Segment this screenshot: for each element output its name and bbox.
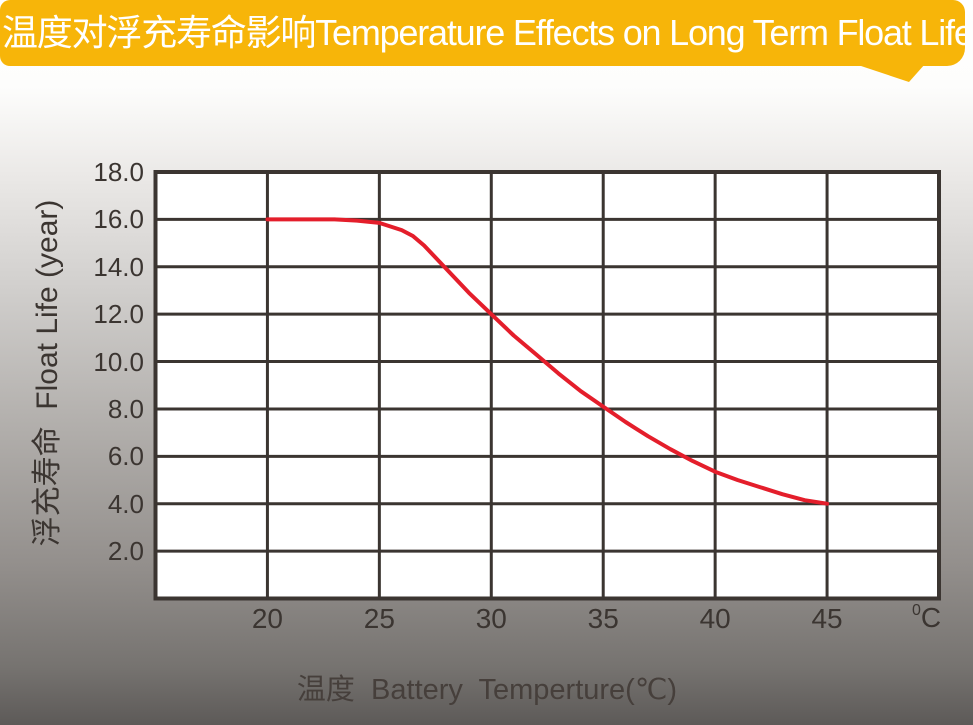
x-axis-unit-base: C: [920, 602, 942, 633]
x-axis-unit-sup: 0: [912, 602, 921, 619]
x-tick-label: 25: [363, 603, 395, 634]
title-banner: 温度对浮充寿命影响Temperature Effects on Long Ter…: [0, 0, 965, 66]
x-tick-label: 45: [811, 603, 843, 634]
y-tick-label: 2.0: [107, 536, 144, 567]
y-tick-label: 10.0: [93, 346, 144, 377]
y-tick-label: 6.0: [107, 441, 144, 472]
y-axis-title: 浮充寿命 Float Life (year): [31, 199, 64, 547]
y-tick-label: 8.0: [107, 393, 144, 424]
y-tick-label: 14.0: [93, 251, 144, 282]
y-tick-label: 4.0: [107, 488, 144, 519]
x-axis-title: 温度 Battery Temperture(℃): [296, 674, 678, 706]
x-tick-label: 40: [699, 603, 731, 634]
x-tick-label: 30: [475, 603, 507, 634]
x-tick-label: 20: [251, 603, 283, 634]
page-title: 温度对浮充寿命影响Temperature Effects on Long Ter…: [2, 12, 965, 53]
y-tick-label: 18.0: [93, 157, 144, 187]
plot-border: [153, 170, 941, 601]
x-tick-label: 35: [587, 603, 619, 634]
banner-tail-icon: [855, 64, 925, 82]
plot-area: [155, 172, 939, 599]
float-life-vs-temperature-curve: [265, 217, 830, 506]
y-tick-label: 12.0: [93, 299, 144, 330]
x-axis-unit-label: 0C: [912, 602, 972, 634]
y-tick-label: 16.0: [93, 204, 144, 235]
